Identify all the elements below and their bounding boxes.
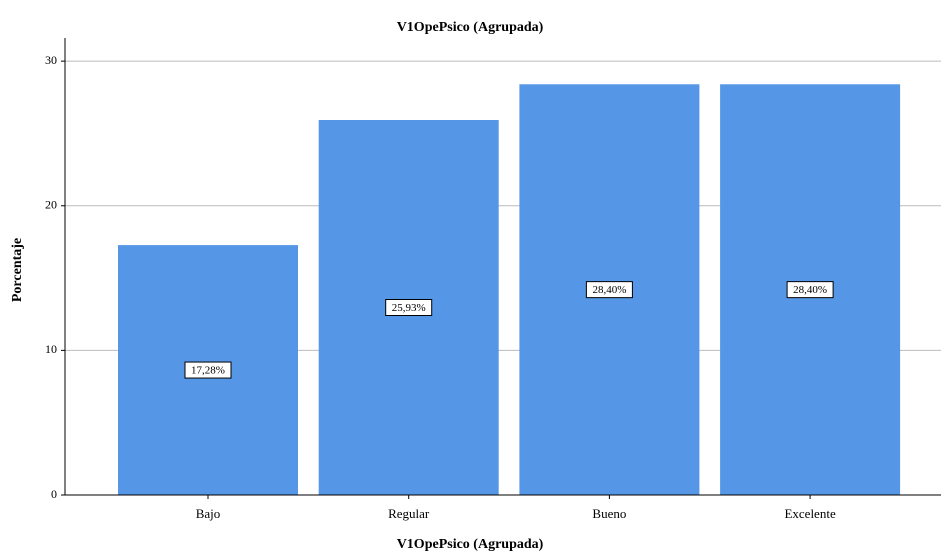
x-tick-label: Bueno [592, 506, 626, 521]
y-tick-label: 10 [45, 342, 57, 356]
value-label: 28,40% [793, 284, 827, 296]
value-label: 17,28% [191, 365, 225, 377]
x-tick-label: Bajo [196, 506, 221, 521]
value-label-box [184, 361, 232, 379]
value-label-box [385, 298, 433, 316]
y-tick-label: 0 [51, 487, 57, 501]
y-tick-label: 30 [45, 53, 57, 67]
value-label-box [585, 281, 633, 299]
x-tick-label: Excelente [784, 506, 835, 521]
y-axis-label: Porcentaje [10, 238, 25, 302]
value-label: 25,93% [392, 302, 426, 314]
x-tick-label: Regular [388, 506, 430, 521]
value-label-box [786, 281, 834, 299]
value-label: 28,40% [592, 284, 626, 296]
chart-title: V1OpePsico (Agrupada) [397, 20, 544, 35]
y-tick-label: 20 [45, 198, 57, 212]
x-axis-label: V1OpePsico (Agrupada) [397, 537, 544, 552]
